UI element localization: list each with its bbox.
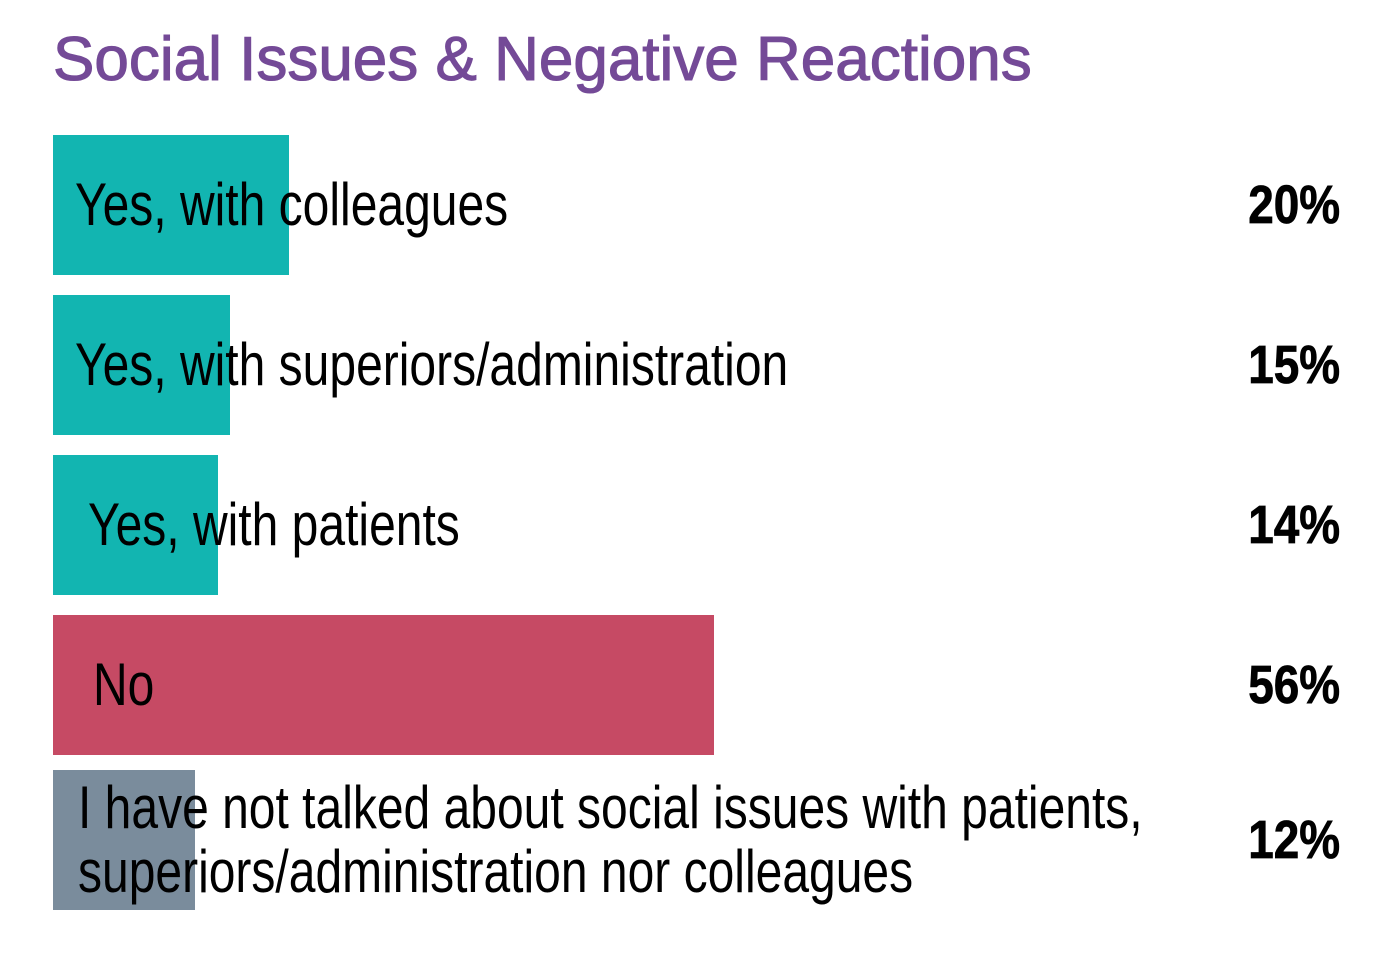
- bar-label-line: Yes, with colleagues: [75, 171, 509, 238]
- bar-label: Yes, with superiors/administration: [75, 333, 788, 397]
- bar: [53, 295, 230, 435]
- bar-label: Yes, with patients: [88, 493, 460, 557]
- bar-label: No: [93, 653, 154, 717]
- bar-label: Yes, with colleagues: [75, 173, 508, 237]
- chart-row: I have not talked about social issues wi…: [0, 770, 1380, 910]
- bar: [53, 135, 289, 275]
- bar-label-wrap: No: [53, 615, 170, 755]
- bar-value-label: 12%: [1248, 810, 1341, 871]
- chart-row: Yes, with colleagues 20%: [0, 135, 1380, 275]
- bar-value-label: 20%: [1248, 175, 1341, 236]
- bar-label: I have not talked about social issues wi…: [78, 776, 1143, 904]
- bar-value-label: 56%: [1248, 655, 1341, 716]
- chart-row: No 56%: [0, 615, 1380, 755]
- bar: [53, 615, 714, 755]
- bar-value-label: 14%: [1248, 495, 1341, 556]
- bar-label-line: superiors/administration nor colleagues: [78, 838, 914, 905]
- chart-row: Yes, with superiors/administration 15%: [0, 295, 1380, 435]
- bar-value-label: 15%: [1248, 335, 1341, 396]
- chart-row: Yes, with patients 14%: [0, 455, 1380, 595]
- bar-label-wrap: Yes, with colleagues: [53, 135, 616, 275]
- bar: [53, 455, 218, 595]
- bar-label-line: I have not talked about social issues wi…: [78, 774, 1143, 841]
- bar-label-wrap: I have not talked about social issues wi…: [53, 770, 1380, 910]
- chart-title: Social Issues & Negative Reactions: [52, 24, 1032, 94]
- bar-label-line: Yes, with superiors/administration: [75, 331, 789, 398]
- bar-label-line: Yes, with patients: [88, 491, 460, 558]
- bar-label-wrap: Yes, with patients: [53, 455, 553, 595]
- bar-label-line: No: [93, 651, 155, 718]
- bar-label-wrap: Yes, with superiors/administration: [53, 295, 967, 435]
- bar: [53, 770, 195, 910]
